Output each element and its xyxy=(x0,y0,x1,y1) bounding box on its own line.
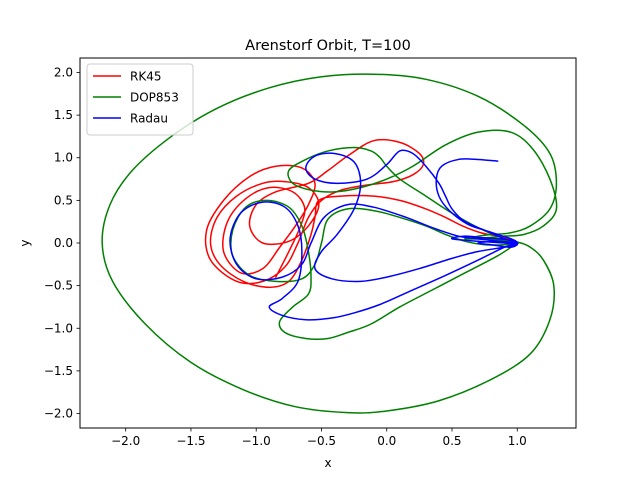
y-axis-label: y xyxy=(18,239,32,246)
y-tick-label: 1.0 xyxy=(54,151,73,165)
y-tick-label: −1.5 xyxy=(44,364,73,378)
x-axis: −2.0 −1.5 −1.0 −0.5 0.0 0.5 1.0 xyxy=(111,428,527,448)
y-tick-label: 0.5 xyxy=(54,193,73,207)
chart-title: Arenstorf Orbit, T=100 xyxy=(245,38,411,54)
legend-label-radau: Radau xyxy=(130,112,168,126)
y-tick-label: 0.0 xyxy=(54,236,73,250)
y-tick-label: −1.0 xyxy=(44,321,73,335)
x-tick-label: 1.0 xyxy=(508,434,527,448)
legend-label-dop853: DOP853 xyxy=(130,91,179,105)
y-tick-label: 2.0 xyxy=(54,65,73,79)
series-line-radau xyxy=(229,149,519,321)
x-axis-label: x xyxy=(324,456,331,470)
x-tick-label: −0.5 xyxy=(307,434,336,448)
x-tick-label: 0.5 xyxy=(442,434,461,448)
x-tick-label: −1.0 xyxy=(242,434,271,448)
x-tick-label: −2.0 xyxy=(111,434,140,448)
x-tick-label: 0.0 xyxy=(377,434,396,448)
y-tick-label: −2.0 xyxy=(44,407,73,421)
y-axis: −2.0 −1.5 −1.0 −0.5 0.0 0.5 1.0 1.5 2.0 xyxy=(44,65,80,421)
x-tick-label: −1.5 xyxy=(176,434,205,448)
series-layer xyxy=(101,73,558,414)
legend: RK45 DOP853 Radau xyxy=(86,63,194,136)
legend-label-rk45: RK45 xyxy=(130,70,161,84)
y-tick-label: 1.5 xyxy=(54,108,73,122)
y-tick-label: −0.5 xyxy=(44,279,73,293)
